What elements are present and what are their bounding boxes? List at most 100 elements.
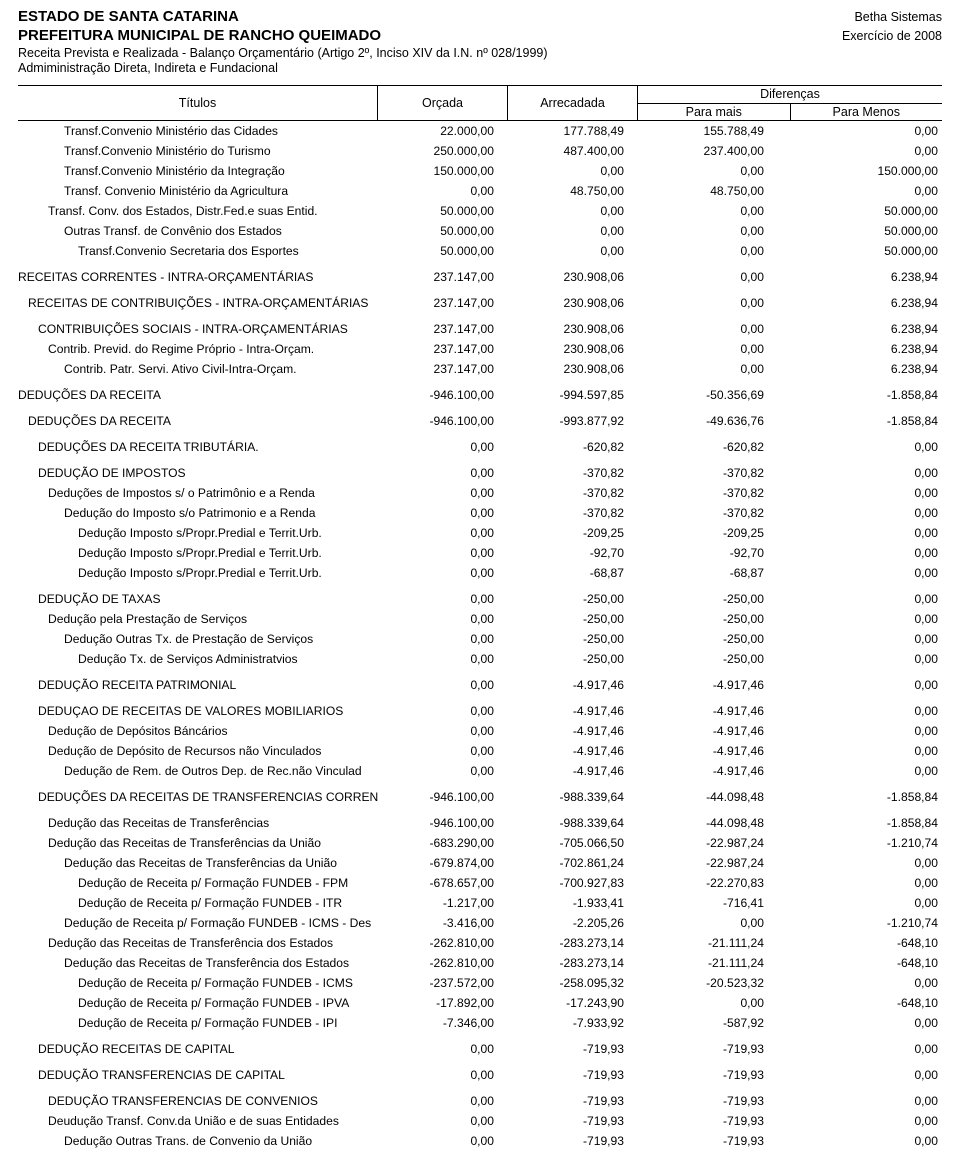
- row-cell-c2: 487.400,00: [508, 144, 638, 158]
- row-cell-c1: 0,00: [378, 704, 508, 718]
- entity-name-1: ESTADO DE SANTA CATARINA: [18, 8, 239, 25]
- col-para-menos: Para Menos: [791, 104, 943, 121]
- row-cell-c4: 0,00: [778, 724, 942, 738]
- table-row: DEDUÇÕES DA RECEITAS DE TRANSFERENCIAS C…: [18, 787, 942, 807]
- row-cell-c1: 0,00: [378, 566, 508, 580]
- row-title: DEDUÇÕES DA RECEITA: [18, 388, 378, 402]
- row-cell-c3: 155.788,49: [638, 124, 778, 138]
- table-row: Dedução das Receitas de Transferências d…: [18, 853, 942, 873]
- row-cell-c4: 0,00: [778, 612, 942, 626]
- table-row: Transf.Convenio Ministério das Cidades22…: [18, 121, 942, 141]
- row-cell-c2: 0,00: [508, 224, 638, 238]
- row-title: DEDUÇÕES DA RECEITA: [18, 414, 378, 428]
- row-cell-c2: -283.273,14: [508, 956, 638, 970]
- table-row: DEDUÇÃO DE TAXAS0,00-250,00-250,000,00: [18, 589, 942, 609]
- row-title: Dedução de Receita p/ Formação FUNDEB - …: [18, 996, 378, 1010]
- row-cell-c2: 230.908,06: [508, 342, 638, 356]
- row-cell-c1: 0,00: [378, 486, 508, 500]
- row-cell-c2: 230.908,06: [508, 322, 638, 336]
- row-title: Dedução das Receitas de Transferências d…: [18, 856, 378, 870]
- row-title: DEDUÇÃO DE TAXAS: [18, 592, 378, 606]
- table-row: DEDUÇÃO RECEITAS DE CAPITAL0,00-719,93-7…: [18, 1039, 942, 1059]
- row-cell-c3: -250,00: [638, 612, 778, 626]
- row-title: Transf.Convenio Secretaria dos Esportes: [18, 244, 378, 258]
- row-cell-c2: -719,93: [508, 1068, 638, 1082]
- table-row: DEDUÇÕES DA RECEITA TRIBUTÁRIA.0,00-620,…: [18, 437, 942, 457]
- row-cell-c1: 237.147,00: [378, 296, 508, 310]
- row-cell-c4: -1.858,84: [778, 388, 942, 402]
- row-title: Dedução Imposto s/Propr.Predial e Territ…: [18, 566, 378, 580]
- row-cell-c3: -4.917,46: [638, 744, 778, 758]
- row-cell-c1: 0,00: [378, 744, 508, 758]
- col-orcada: Orçada: [378, 86, 508, 120]
- row-cell-c3: 0,00: [638, 916, 778, 930]
- row-title: CONTRIBUIÇÕES SOCIAIS - INTRA-ORÇAMENTÁR…: [18, 322, 378, 336]
- row-cell-c4: 0,00: [778, 1042, 942, 1056]
- row-title: Dedução pela Prestação de Serviços: [18, 612, 378, 626]
- table-row: Dedução das Receitas de Transferência do…: [18, 953, 942, 973]
- table-row: DEDUÇÃO TRANSFERENCIAS DE CONVENIOS0,00-…: [18, 1091, 942, 1111]
- table-row: Dedução de Depósito de Recursos não Vinc…: [18, 741, 942, 761]
- row-title: Deduções de Impostos s/ o Patrimônio e a…: [18, 486, 378, 500]
- row-title: Dedução das Receitas de Transferência do…: [18, 936, 378, 950]
- table-row: DEDUÇÕES DA RECEITA-946.100,00-993.877,9…: [18, 411, 942, 431]
- row-title: Dedução do Imposto s/o Patrimonio e a Re…: [18, 506, 378, 520]
- row-cell-c3: -4.917,46: [638, 724, 778, 738]
- row-cell-c1: 0,00: [378, 724, 508, 738]
- row-cell-c3: -719,93: [638, 1094, 778, 1108]
- row-cell-c3: 0,00: [638, 362, 778, 376]
- table-row: Contrib. Patr. Servi. Ativo Civil-Intra-…: [18, 359, 942, 379]
- row-cell-c2: -988.339,64: [508, 790, 638, 804]
- row-title: Contrib. Previd. do Regime Próprio - Int…: [18, 342, 378, 356]
- row-title: Transf. Convenio Ministério da Agricultu…: [18, 184, 378, 198]
- row-cell-c2: -4.917,46: [508, 744, 638, 758]
- row-cell-c4: 0,00: [778, 856, 942, 870]
- row-cell-c2: -719,93: [508, 1094, 638, 1108]
- row-cell-c3: -44.098,48: [638, 790, 778, 804]
- row-cell-c4: -648,10: [778, 936, 942, 950]
- row-cell-c3: -92,70: [638, 546, 778, 560]
- row-cell-c3: 0,00: [638, 996, 778, 1010]
- row-cell-c4: 0,00: [778, 1094, 942, 1108]
- table-row: Transf.Convenio Secretaria dos Esportes 5…: [18, 241, 942, 261]
- exercise-year: Exercício de 2008: [842, 29, 942, 43]
- row-cell-c1: 0,00: [378, 1114, 508, 1128]
- row-cell-c1: -262.810,00: [378, 956, 508, 970]
- table-row: Transf.Convenio Ministério da Integração…: [18, 161, 942, 181]
- row-cell-c1: 0,00: [378, 1134, 508, 1148]
- row-title: Dedução Outras Trans. de Convenio da Uni…: [18, 1134, 378, 1148]
- row-title: Contrib. Patr. Servi. Ativo Civil-Intra-…: [18, 362, 378, 376]
- row-cell-c3: -50.356,69: [638, 388, 778, 402]
- row-cell-c2: -1.933,41: [508, 896, 638, 910]
- row-cell-c3: -68,87: [638, 566, 778, 580]
- row-cell-c1: 237.147,00: [378, 342, 508, 356]
- row-cell-c2: -68,87: [508, 566, 638, 580]
- row-cell-c2: -719,93: [508, 1114, 638, 1128]
- row-title: DEDUÇÃO TRANSFERENCIAS DE CONVENIOS: [18, 1094, 378, 1108]
- row-cell-c3: -370,82: [638, 506, 778, 520]
- table-row: Deudução Transf. Conv.da União e de suas…: [18, 1111, 942, 1131]
- table-row: DEDUÇÃO RECEITA PATRIMONIAL0,00-4.917,46…: [18, 675, 942, 695]
- row-cell-c4: -1.858,84: [778, 790, 942, 804]
- row-cell-c1: -237.572,00: [378, 976, 508, 990]
- row-cell-c1: -683.290,00: [378, 836, 508, 850]
- row-cell-c4: 6.238,94: [778, 342, 942, 356]
- row-cell-c4: 0,00: [778, 1016, 942, 1030]
- row-cell-c1: 0,00: [378, 652, 508, 666]
- row-cell-c3: 0,00: [638, 164, 778, 178]
- row-cell-c4: 0,00: [778, 1134, 942, 1148]
- row-cell-c3: -250,00: [638, 632, 778, 646]
- row-cell-c4: 6.238,94: [778, 362, 942, 376]
- row-cell-c2: -370,82: [508, 506, 638, 520]
- row-cell-c1: -946.100,00: [378, 414, 508, 428]
- row-cell-c1: 0,00: [378, 678, 508, 692]
- row-cell-c3: -620,82: [638, 440, 778, 454]
- table-row: Outras Transf. de Convênio dos Estados50…: [18, 221, 942, 241]
- row-cell-c3: -587,92: [638, 1016, 778, 1030]
- row-cell-c2: -283.273,14: [508, 936, 638, 950]
- row-cell-c4: 50.000,00: [778, 244, 942, 258]
- table-row: Dedução Imposto s/Propr.Predial e Territ…: [18, 543, 942, 563]
- row-cell-c2: -7.933,92: [508, 1016, 638, 1030]
- row-cell-c2: -4.917,46: [508, 724, 638, 738]
- row-cell-c1: 0,00: [378, 440, 508, 454]
